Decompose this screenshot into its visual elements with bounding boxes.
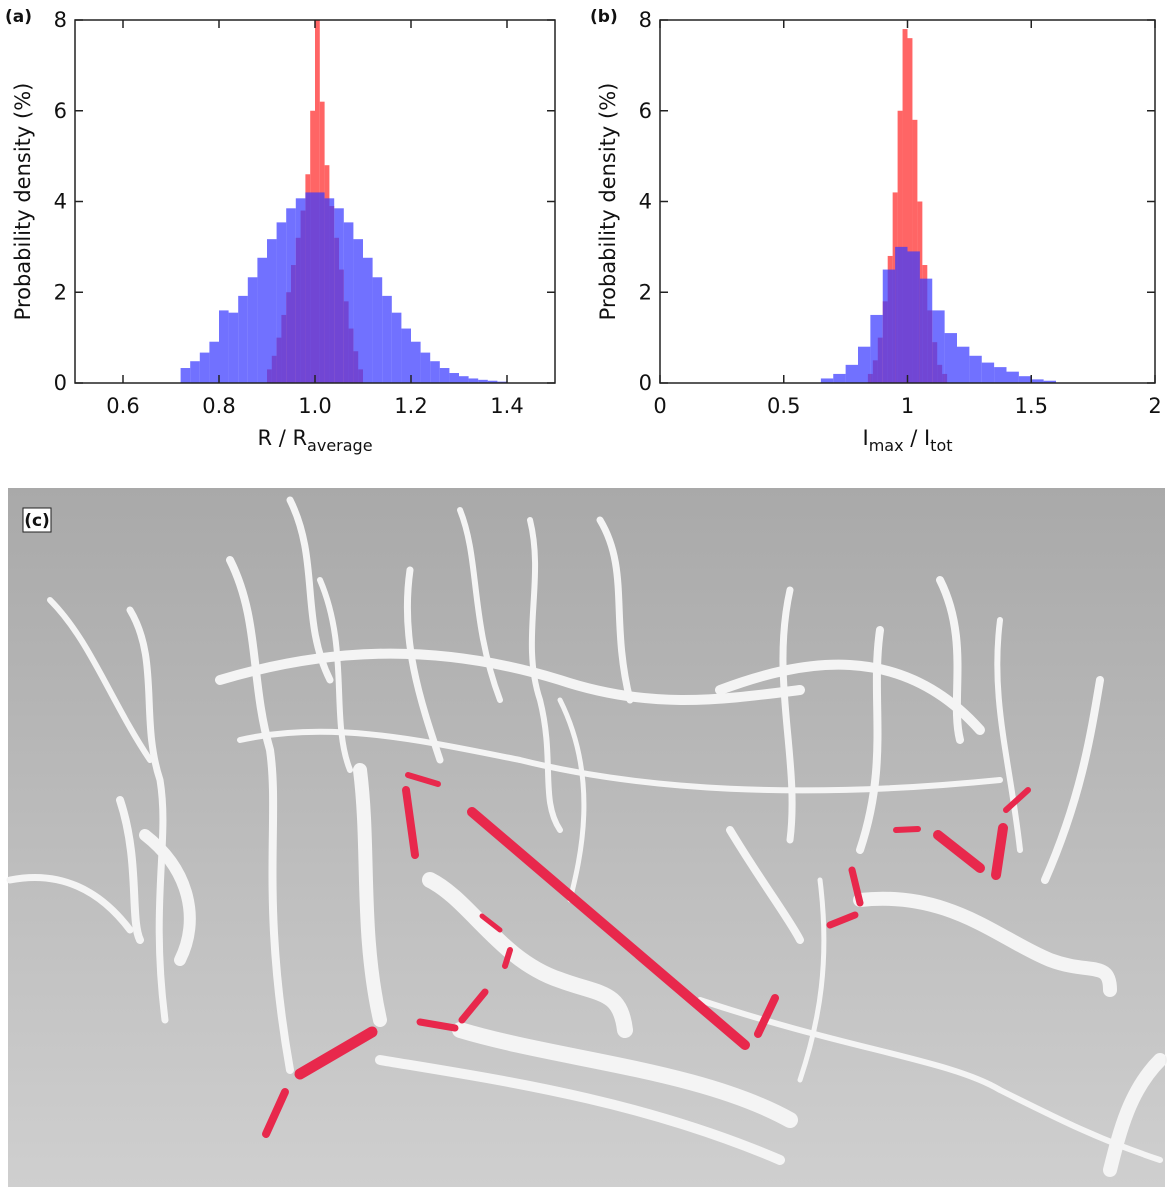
x-tick-label: 1.5 bbox=[1015, 394, 1048, 418]
histogram-bar bbox=[401, 328, 411, 383]
y-axis-label: Probability density (%) bbox=[596, 83, 620, 321]
histogram-bar bbox=[957, 346, 970, 383]
histogram-bar bbox=[276, 222, 287, 383]
histogram-bar bbox=[228, 312, 239, 383]
y-tick-label: 4 bbox=[54, 190, 67, 214]
x-tick-label: 0.5 bbox=[767, 394, 800, 418]
x-tick-label: 1.0 bbox=[298, 394, 331, 418]
histogram-bar bbox=[420, 352, 431, 383]
histogram-bar bbox=[391, 312, 402, 383]
x-axis-label: R / Raverage bbox=[257, 426, 372, 455]
x-tick-label: 0.6 bbox=[106, 394, 139, 418]
path-arrows bbox=[262, 772, 1031, 1138]
histogram-bar bbox=[411, 341, 421, 383]
histogram-bar bbox=[895, 246, 908, 383]
histogram-bar bbox=[912, 119, 918, 383]
y-tick-label: 4 bbox=[639, 190, 652, 214]
x-axis-label: Imax / Itot bbox=[862, 426, 952, 455]
histogram-bar bbox=[305, 192, 315, 383]
panel-label: (b) bbox=[590, 7, 618, 27]
histogram-bar bbox=[882, 269, 896, 383]
panel-label: (c) bbox=[24, 511, 50, 531]
histogram-bar bbox=[487, 380, 498, 383]
x-tick-label: 0.8 bbox=[202, 394, 235, 418]
x-axis-label-part: / I bbox=[904, 426, 931, 450]
histogram-bar bbox=[1018, 376, 1032, 383]
histogram-bar bbox=[944, 333, 957, 383]
x-axis-label-part: max bbox=[869, 436, 904, 455]
y-tick-label: 2 bbox=[54, 280, 67, 304]
histogram-bar bbox=[907, 38, 913, 384]
y-tick-label: 8 bbox=[54, 8, 67, 32]
x-tick-label: 1.4 bbox=[490, 394, 523, 418]
histogram-bar bbox=[372, 277, 383, 383]
histogram-bar bbox=[833, 373, 846, 383]
x-axis-label-part: average bbox=[307, 436, 373, 455]
histogram-bar bbox=[343, 222, 354, 383]
panel-label-box bbox=[22, 507, 52, 533]
histogram-bar bbox=[969, 355, 982, 383]
histogram-bar bbox=[353, 239, 363, 383]
y-tick-label: 8 bbox=[639, 8, 652, 32]
histogram-bar bbox=[430, 361, 440, 383]
chart: 0.6 0.8 1.0 1.2 1.4 0 2 4 6 8 Probability density … bbox=[5, 7, 556, 455]
histogram-bar bbox=[238, 295, 248, 383]
histogram-bar bbox=[363, 257, 373, 383]
y-axis-label: Probability density (%) bbox=[11, 83, 35, 321]
x-axis-label-part: I bbox=[862, 426, 868, 450]
histogram-bar bbox=[180, 368, 191, 383]
histogram-bar bbox=[247, 277, 258, 383]
chart: 0 0.5 1 1.5 2 0 2 4 6 8 Probability density (%) Ima… bbox=[590, 7, 1162, 455]
histogram-bar bbox=[1006, 371, 1019, 383]
histogram-bar bbox=[199, 352, 210, 383]
histogram-bar bbox=[382, 295, 392, 383]
histogram-bar bbox=[449, 373, 459, 383]
histogram-bar bbox=[267, 239, 277, 383]
histogram-bar bbox=[932, 310, 945, 383]
histogram-bar bbox=[919, 278, 933, 383]
y-tick-label: 0 bbox=[54, 371, 67, 395]
histogram-bar bbox=[219, 310, 229, 383]
y-tick-label: 2 bbox=[639, 280, 652, 304]
x-tick-label: 2 bbox=[1148, 394, 1161, 418]
histogram-bar bbox=[902, 29, 908, 383]
histogram-bar bbox=[209, 341, 219, 383]
histogram-bar bbox=[295, 198, 306, 383]
x-tick-label: 0 bbox=[653, 394, 666, 418]
fibers bbox=[6, 496, 1167, 1177]
histogram-bar bbox=[1043, 380, 1056, 383]
histogram-bar bbox=[981, 362, 995, 383]
histogram-bar bbox=[459, 376, 469, 383]
histogram-bar bbox=[190, 361, 200, 383]
histogram-bar bbox=[1031, 379, 1044, 383]
x-tick-label: 1 bbox=[901, 394, 914, 418]
histogram-bar bbox=[257, 257, 267, 383]
histogram-bar bbox=[858, 346, 871, 383]
y-tick-label: 6 bbox=[639, 99, 652, 123]
histogram-bar bbox=[439, 368, 450, 383]
histogram-bar bbox=[870, 314, 883, 383]
histogram-bar bbox=[907, 251, 920, 383]
histogram-bar bbox=[334, 208, 344, 383]
histogram-bar bbox=[286, 208, 296, 383]
y-tick-label: 6 bbox=[54, 99, 67, 123]
histogram-bar bbox=[324, 198, 335, 383]
x-axis-label-part: tot bbox=[930, 436, 952, 455]
histogram-bar bbox=[994, 367, 1007, 383]
histogram-bar bbox=[315, 192, 325, 383]
render-panel: (c) bbox=[6, 488, 1167, 1187]
histogram-bar bbox=[845, 364, 858, 383]
histogram-bar bbox=[468, 378, 479, 383]
x-tick-label: 1.2 bbox=[394, 394, 427, 418]
histogram-bar bbox=[478, 379, 488, 383]
x-axis-label-part: R / R bbox=[257, 426, 307, 450]
render-background bbox=[8, 488, 1165, 1187]
panel-label: (a) bbox=[5, 7, 32, 27]
histogram-bar bbox=[820, 378, 834, 383]
y-tick-label: 0 bbox=[639, 371, 652, 395]
